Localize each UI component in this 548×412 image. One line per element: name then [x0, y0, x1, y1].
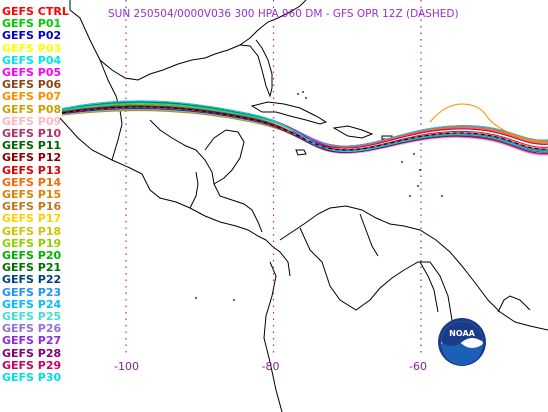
legend-item: GEFS P05: [2, 66, 62, 80]
legend-item: GEFS P28: [2, 346, 62, 360]
legend-item: GEFS P18: [2, 224, 62, 238]
legend-item: GEFS P14: [2, 175, 62, 189]
legend-item: GEFS P17: [2, 212, 62, 226]
legend-item: GEFS P13: [2, 163, 62, 177]
legend-item: GEFS P19: [2, 236, 62, 250]
longitude-gridlines: [125, 0, 422, 355]
contour-line: [61, 107, 548, 155]
contour-line: [61, 107, 548, 154]
legend-item: GEFS P06: [2, 78, 62, 92]
legend-item: GEFS P29: [2, 358, 62, 372]
contour-line: [61, 108, 548, 152]
contour-line: [61, 110, 548, 148]
contour-line: [61, 108, 548, 152]
legend-item: GEFS P02: [2, 29, 62, 43]
legend-item: GEFS P22: [2, 273, 62, 287]
ensemble-contours: [61, 100, 548, 156]
legend-item: GEFS P16: [2, 200, 62, 214]
legend-item: GEFS P23: [2, 285, 62, 299]
contour-line: [61, 100, 548, 153]
island-dots: [195, 91, 443, 301]
legend-item: GEFS P01: [2, 17, 62, 31]
longitude-label: -100: [114, 360, 139, 373]
plot-title: SUN 250504/0000V036 300 HPA 960 DM - GFS…: [108, 8, 459, 20]
ensemble-legend: GEFS CTRL GEFS P01 GEFS P02 GEFS P03 GEFS P0…: [2, 5, 92, 385]
contour-line: [61, 106, 548, 149]
legend-item: GEFS P12: [2, 151, 62, 165]
contour-line: [61, 105, 548, 155]
legend-item: GEFS P20: [2, 249, 62, 263]
legend-item: GEFS P26: [2, 322, 62, 336]
longitude-label: -80: [261, 360, 280, 373]
contour-line: [61, 109, 548, 153]
legend-item: GEFS P15: [2, 188, 62, 202]
legend-item: GEFS P07: [2, 90, 62, 104]
contour-line: [429, 103, 548, 143]
longitude-label: -60: [409, 360, 427, 373]
noaa-logo-text: NOAA: [449, 329, 475, 338]
legend-item: GEFS P11: [2, 139, 62, 153]
legend-item: GEFS P08: [2, 102, 62, 116]
coastlines: [59, 0, 548, 412]
legend-item: GEFS P09: [2, 114, 62, 128]
legend-item: GEFS P03: [2, 41, 62, 55]
legend-item: GEFS P24: [2, 297, 62, 311]
legend-item: GEFS P25: [2, 310, 62, 324]
legend-item: GEFS P21: [2, 261, 62, 275]
noaa-logo-icon: NOAA: [438, 318, 486, 366]
operational-contour-dashed: [61, 106, 548, 151]
legend-item: GEFS P04: [2, 53, 62, 67]
legend-item: GEFS CTRL: [2, 5, 69, 18]
legend-item: GEFS P10: [2, 127, 62, 141]
legend-item: GEFS P30: [2, 371, 62, 385]
legend-item: GEFS P27: [2, 334, 62, 348]
